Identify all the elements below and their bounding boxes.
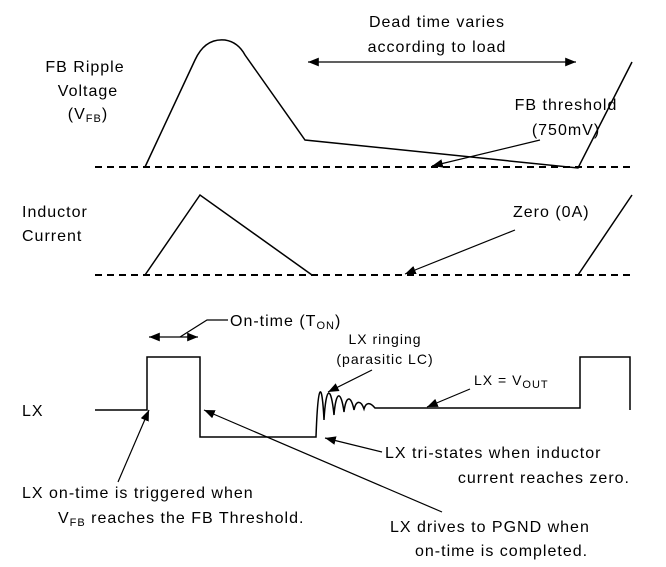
text: ): [102, 106, 108, 123]
subscript: FB: [70, 517, 86, 529]
text: On-time (T: [230, 313, 316, 330]
dead-time-label: according to load: [368, 39, 507, 56]
inductor-waveform: [144, 193, 633, 276]
text: reaches the FB Threshold.: [86, 510, 305, 527]
dead-time-label: Dead time varies: [369, 14, 505, 31]
arrow: [117, 409, 150, 483]
lx-waveform: [95, 356, 631, 438]
ringing-label: LX ringing: [348, 331, 421, 347]
zero-label: Zero (0A): [513, 204, 590, 221]
fb-waveform: [144, 39, 633, 169]
arrow: [431, 139, 541, 168]
inductor-label: Current: [22, 228, 82, 245]
fb-ripple-symbol: (VFB): [68, 106, 108, 125]
lx-label: LX: [22, 403, 44, 420]
ringing-label: (parasitic LC): [336, 351, 433, 367]
text: V: [58, 510, 70, 527]
fb-threshold-label: (750mV): [532, 122, 600, 139]
arrow: [324, 436, 383, 453]
fb-threshold-label: FB threshold: [515, 97, 618, 114]
pgnd-label: on-time is completed.: [415, 543, 588, 560]
fb-ripple-label: FB Ripple: [45, 59, 124, 76]
triggered-label: LX on-time is triggered when: [22, 485, 254, 502]
leader: [179, 319, 228, 338]
arrow: [426, 388, 471, 408]
lx-vout-label: LX = VOUT: [474, 372, 549, 391]
on-time-label: On-time (TON): [230, 313, 341, 332]
text: ): [335, 313, 341, 330]
fb-ripple-label: Voltage: [58, 83, 118, 100]
subscript: OUT: [522, 379, 548, 391]
pgnd-label: LX drives to PGND when: [390, 519, 590, 536]
subscript: ON: [316, 320, 335, 332]
inductor-label: Inductor: [22, 204, 88, 221]
arrow: [404, 229, 516, 275]
arrow: [327, 369, 373, 393]
text: LX = V: [474, 372, 522, 388]
tri-states-label: current reaches zero.: [458, 470, 630, 487]
subscript: FB: [86, 113, 102, 125]
tri-states-label: LX tri-states when inductor: [385, 445, 601, 462]
triggered-label: VFB reaches the FB Threshold.: [58, 510, 304, 529]
text: (V: [68, 106, 86, 123]
arrow: [203, 409, 443, 513]
